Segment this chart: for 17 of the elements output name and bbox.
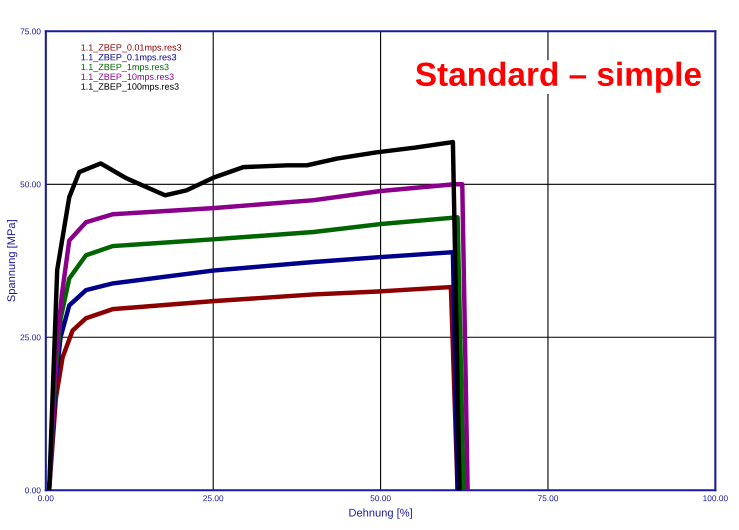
x-tick-label: 25.00 (203, 495, 224, 502)
x-tick-label: 75.00 (538, 495, 558, 502)
x-tick-label: 50.00 (370, 495, 391, 502)
annotation: Standard – simple (416, 62, 701, 93)
x-tick-label: 100.00 (703, 495, 728, 502)
text: 1.1_ZBEP_0.1mps.res3 (81, 54, 176, 62)
y-axis-title: Spannung [MPa] (6, 220, 18, 302)
y-tick-label: 25.00 (20, 334, 41, 340)
x-tick-label: 0.00 (38, 495, 54, 502)
x-axis-title: Dehnung [%] (349, 508, 412, 519)
text: 1.1_ZBEP_10mps.res3 (81, 74, 174, 82)
text: 1.1_ZBEP_0.01mps.res3 (81, 44, 182, 52)
y-tick-label: 75.00 (20, 28, 41, 34)
y-tick-label: 50.00 (20, 181, 41, 188)
y-tick-label: 0.00 (25, 487, 41, 494)
text: 1.1_ZBEP_100mps.res3 (81, 83, 179, 92)
text: 1.1_ZBEP_1mps.res3 (81, 64, 169, 72)
